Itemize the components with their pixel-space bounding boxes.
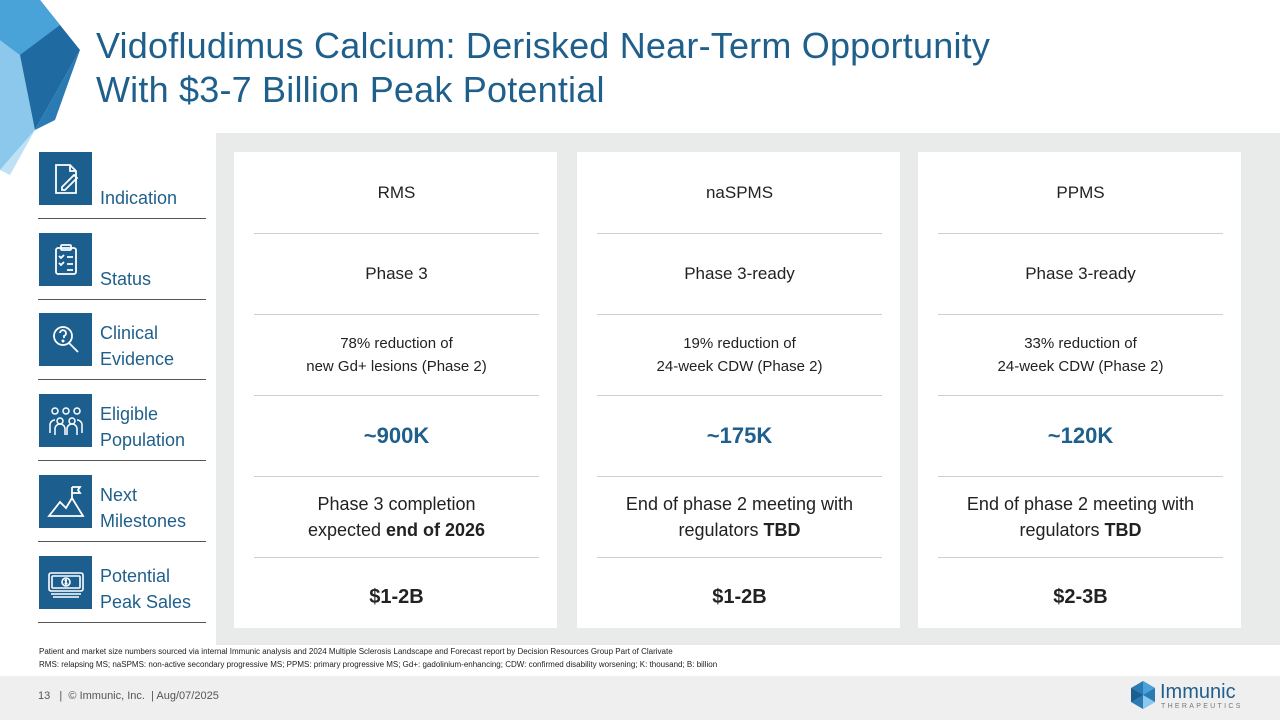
row-label-line: Evidence [100, 349, 175, 369]
copyright: © Immunic, Inc. [68, 690, 145, 702]
cell-indication: PPMS [938, 152, 1223, 234]
cell-evidence: 33% reduction of 24-week CDW (Phase 2) [938, 314, 1223, 396]
footer-separator: | [151, 690, 154, 702]
logo-subtitle: THERAPEUTICS [1161, 703, 1243, 710]
row-label-text: Eligible Population [100, 401, 185, 453]
cell-indication: RMS [254, 152, 539, 234]
milestone-prefix: regulators [1019, 519, 1105, 540]
row-label-clinical-evidence: Clinical Evidence [38, 313, 206, 380]
cell-status: Phase 3 [254, 233, 539, 315]
milestone-bold: TBD [1104, 519, 1142, 540]
title-line-1: Vidofludimus Calcium: Derisked Near-Term… [96, 25, 991, 66]
milestone-prefix: expected [307, 519, 386, 540]
cell-peak-sales: $2-3B [1053, 586, 1108, 608]
cell-status: Phase 3-ready [597, 233, 882, 315]
row-label-line: Eligible [100, 404, 159, 424]
cell-indication: naSPMS [597, 152, 882, 234]
milestone-bold: end of 2026 [386, 519, 486, 540]
document-pen-icon [39, 152, 92, 205]
corner-decoration [0, 0, 80, 175]
page-title: Vidofludimus Calcium: Derisked Near-Term… [96, 24, 1196, 112]
page-number: 13 [38, 690, 51, 702]
milestone-line-2: regulators TBD [967, 517, 1194, 543]
cell-status: Phase 3-ready [938, 233, 1223, 315]
row-label-text: Potential Peak Sales [100, 563, 191, 615]
row-label-text: Clinical Evidence [100, 320, 174, 372]
money-bill-icon [39, 556, 92, 609]
cell-evidence: 19% reduction of 24-week CDW (Phase 2) [597, 314, 882, 396]
row-label-eligible-population: Eligible Population [38, 394, 206, 461]
magnifier-question-icon [39, 313, 92, 366]
milestone-line: Phase 3 completion [317, 493, 476, 514]
card-rms: RMS Phase 3 78% reduction of new Gd+ lesi… [234, 152, 557, 628]
cell-milestone: Phase 3 completion expected end of 2026 [254, 476, 539, 558]
row-label-line: Milestones [100, 511, 187, 531]
evidence-line: 24-week CDW (Phase 2) [656, 357, 823, 375]
footnote-abbreviations: RMS: relapsing MS; naSPMS: non-active se… [39, 660, 718, 669]
card-naspms: naSPMS Phase 3-ready 19% reduction of 24-… [577, 152, 900, 628]
cell-population: ~120K [938, 395, 1223, 477]
row-label-status: Status [38, 233, 206, 300]
footer-date: Aug/07/2025 [156, 690, 219, 702]
logo-mark-icon [1131, 681, 1155, 709]
people-group-icon [39, 394, 92, 447]
mountain-flag-icon [39, 475, 92, 528]
evidence-line: new Gd+ lesions (Phase 2) [306, 357, 487, 375]
footer-text: 13 | © Immunic, Inc. | Aug/07/2025 [38, 690, 219, 702]
milestone-line-2: regulators TBD [626, 517, 853, 543]
cell-peak-sales: $1-2B [369, 586, 424, 608]
footnote-source: Patient and market size numbers sourced … [39, 647, 673, 656]
cell-evidence: 78% reduction of new Gd+ lesions (Phase 2… [254, 314, 539, 396]
row-label-line: Potential [100, 566, 171, 586]
card-ppms: PPMS Phase 3-ready 33% reduction of 24-we… [918, 152, 1241, 628]
evidence-line: 33% reduction of [1024, 334, 1137, 352]
row-label-text: Indication [100, 188, 178, 208]
footer-bar [0, 676, 1280, 720]
cell-population: ~175K [597, 395, 882, 477]
evidence-line: 78% reduction of [340, 334, 453, 352]
row-label-indication: Indication [38, 152, 206, 219]
row-label-line: Clinical [100, 323, 159, 343]
row-label-next-milestones: Next Milestones [38, 475, 206, 542]
milestone-prefix: regulators [678, 519, 764, 540]
clipboard-checklist-icon [39, 233, 92, 286]
row-label-line: Population [100, 430, 186, 450]
row-label-potential-peak-sales: Potential Peak Sales [38, 556, 206, 623]
evidence-line: 24-week CDW (Phase 2) [997, 357, 1164, 375]
milestone-line-2: expected end of 2026 [308, 517, 485, 543]
milestone-bold: TBD [763, 519, 801, 540]
row-label-text: Next Milestones [100, 482, 186, 534]
title-line-2: With $3-7 Billion Peak Potential [96, 69, 605, 110]
row-label-text: Status [100, 269, 152, 289]
immunic-logo: Immunic THERAPEUTICS [1130, 680, 1245, 712]
milestone-line: End of phase 2 meeting with [966, 493, 1195, 514]
logo-name: Immunic [1160, 681, 1236, 703]
cell-milestone: End of phase 2 meeting with regulators TB… [938, 476, 1223, 558]
evidence-line: 19% reduction of [683, 334, 796, 352]
cell-milestone: End of phase 2 meeting with regulators TB… [597, 476, 882, 558]
footer-separator: | [59, 690, 63, 702]
milestone-line: End of phase 2 meeting with [625, 493, 854, 514]
row-label-line: Next [100, 485, 138, 505]
row-label-line: Peak Sales [100, 592, 192, 612]
cell-peak-sales: $1-2B [712, 586, 767, 608]
cell-population: ~900K [254, 395, 539, 477]
